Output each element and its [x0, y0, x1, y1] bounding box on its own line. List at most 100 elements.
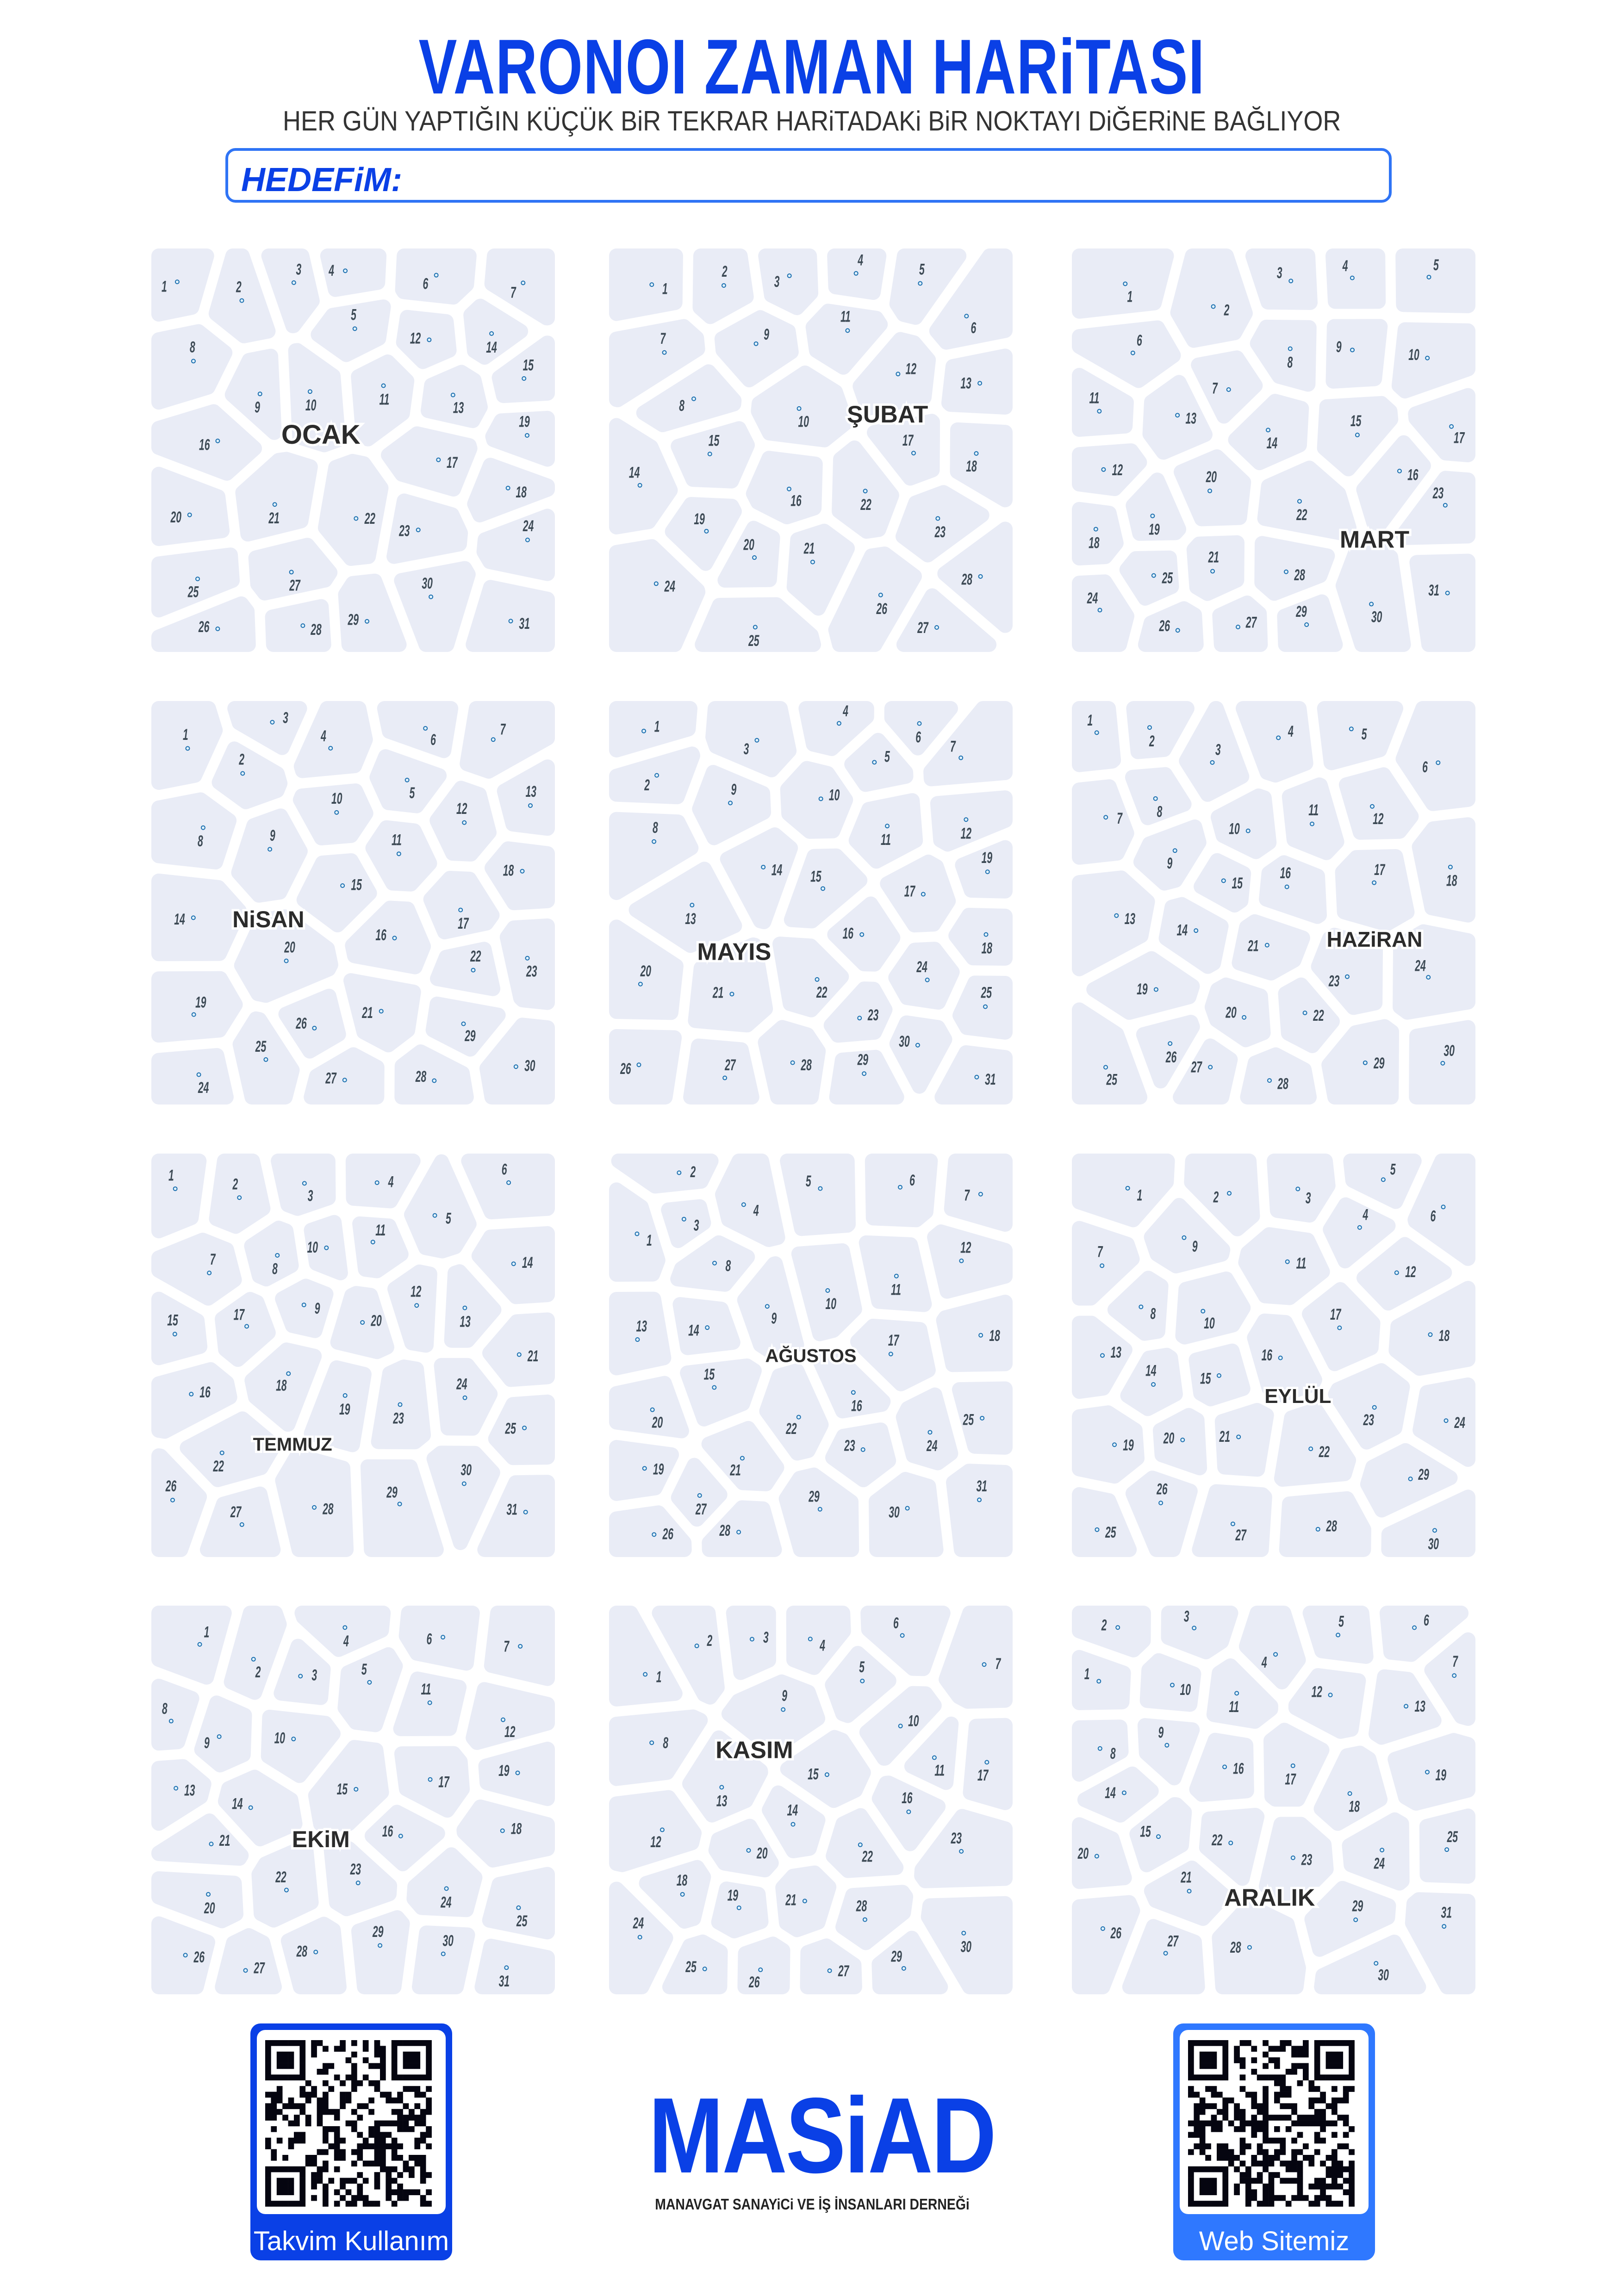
day-dot[interactable]: [911, 451, 916, 456]
day-cell[interactable]: [224, 1606, 287, 1700]
day-cell[interactable]: [751, 365, 854, 447]
day-dot[interactable]: [796, 406, 802, 411]
day-dot[interactable]: [1344, 974, 1350, 979]
day-cell[interactable]: [1405, 1892, 1475, 1994]
day-dot[interactable]: [209, 1842, 214, 1847]
day-cell[interactable]: [212, 741, 288, 809]
day-dot[interactable]: [244, 1324, 249, 1329]
day-cell[interactable]: [1072, 779, 1134, 865]
day-cell[interactable]: [609, 919, 684, 1020]
day-dot[interactable]: [1236, 625, 1241, 630]
day-dot[interactable]: [853, 271, 859, 276]
day-dot[interactable]: [1350, 348, 1355, 353]
day-dot[interactable]: [985, 869, 990, 875]
day-dot[interactable]: [1150, 513, 1155, 518]
day-cell[interactable]: [1133, 819, 1207, 891]
day-dot[interactable]: [705, 1325, 710, 1330]
day-cell[interactable]: [780, 761, 853, 839]
day-dot[interactable]: [691, 396, 697, 401]
day-dot[interactable]: [243, 1968, 248, 1973]
day-dot[interactable]: [272, 502, 277, 507]
day-dot[interactable]: [1295, 1186, 1300, 1191]
day-dot[interactable]: [174, 1786, 179, 1791]
day-cell[interactable]: [1238, 1606, 1306, 1689]
day-dot[interactable]: [787, 273, 792, 278]
day-cell[interactable]: [1245, 248, 1318, 310]
day-dot[interactable]: [1093, 527, 1098, 532]
day-cell[interactable]: [780, 1154, 856, 1236]
day-cell[interactable]: [826, 1808, 904, 1878]
day-cell[interactable]: [482, 1867, 555, 1940]
day-dot[interactable]: [365, 619, 370, 624]
day-cell[interactable]: [317, 453, 389, 566]
day-dot[interactable]: [1380, 1848, 1385, 1853]
day-cell[interactable]: [1424, 1632, 1475, 1726]
day-dot[interactable]: [654, 773, 660, 778]
day-cell[interactable]: [294, 1606, 391, 1657]
day-cell[interactable]: [1072, 1895, 1140, 1994]
day-dot[interactable]: [1121, 1790, 1126, 1795]
day-dot[interactable]: [381, 383, 386, 388]
day-cell[interactable]: [941, 348, 1013, 415]
day-cell[interactable]: [798, 701, 874, 756]
day-cell[interactable]: [497, 759, 555, 836]
day-dot[interactable]: [958, 755, 964, 760]
day-cell[interactable]: [224, 348, 282, 440]
day-cell[interactable]: [680, 1358, 762, 1427]
day-dot[interactable]: [427, 1700, 432, 1705]
day-cell[interactable]: [227, 701, 307, 755]
day-dot[interactable]: [237, 1195, 242, 1200]
day-dot[interactable]: [185, 746, 190, 751]
day-cell[interactable]: [1120, 1347, 1183, 1416]
day-dot[interactable]: [1266, 428, 1271, 433]
day-cell[interactable]: [151, 324, 233, 410]
day-cell[interactable]: [381, 426, 478, 497]
day-dot[interactable]: [898, 1724, 903, 1729]
day-dot[interactable]: [836, 721, 841, 726]
day-dot[interactable]: [660, 1827, 665, 1832]
day-dot[interactable]: [1308, 1446, 1313, 1452]
day-cell[interactable]: [308, 1740, 389, 1832]
day-cell[interactable]: [484, 248, 555, 326]
day-cell[interactable]: [692, 765, 771, 845]
day-dot[interactable]: [1302, 1010, 1307, 1015]
day-dot[interactable]: [1297, 499, 1302, 504]
day-dot[interactable]: [1101, 467, 1106, 472]
day-cell[interactable]: [1288, 1668, 1366, 1739]
day-dot[interactable]: [522, 376, 527, 381]
day-cell[interactable]: [1388, 1281, 1475, 1376]
day-dot[interactable]: [458, 907, 463, 912]
day-cell[interactable]: [682, 1730, 768, 1823]
day-dot[interactable]: [980, 1415, 985, 1421]
day-cell[interactable]: [151, 1362, 237, 1439]
day-cell[interactable]: [1412, 1377, 1475, 1467]
day-dot[interactable]: [174, 279, 180, 285]
day-dot[interactable]: [845, 328, 850, 333]
day-dot[interactable]: [427, 337, 432, 342]
day-dot[interactable]: [1242, 1015, 1247, 1020]
day-dot[interactable]: [741, 1202, 746, 1207]
day-dot[interactable]: [1426, 274, 1431, 279]
day-cell[interactable]: [829, 1049, 904, 1105]
day-dot[interactable]: [491, 737, 496, 742]
day-cell[interactable]: [1314, 1935, 1426, 1994]
day-dot[interactable]: [983, 932, 989, 937]
day-dot[interactable]: [1355, 433, 1360, 438]
day-dot[interactable]: [1397, 468, 1402, 473]
day-dot[interactable]: [511, 1261, 516, 1266]
day-cell[interactable]: [151, 1154, 207, 1239]
day-dot[interactable]: [1226, 387, 1231, 392]
day-cell[interactable]: [1125, 767, 1192, 825]
day-cell[interactable]: [1212, 596, 1268, 652]
day-dot[interactable]: [173, 1186, 178, 1191]
day-cell[interactable]: [1282, 777, 1344, 860]
day-dot[interactable]: [753, 341, 759, 346]
day-cell[interactable]: [1119, 550, 1179, 606]
day-dot[interactable]: [752, 555, 757, 560]
day-dot[interactable]: [978, 1191, 983, 1197]
day-cell[interactable]: [1254, 536, 1335, 601]
day-cell[interactable]: [234, 909, 338, 1003]
day-dot[interactable]: [284, 958, 289, 963]
day-cell[interactable]: [199, 1486, 281, 1557]
day-cell[interactable]: [609, 248, 683, 321]
